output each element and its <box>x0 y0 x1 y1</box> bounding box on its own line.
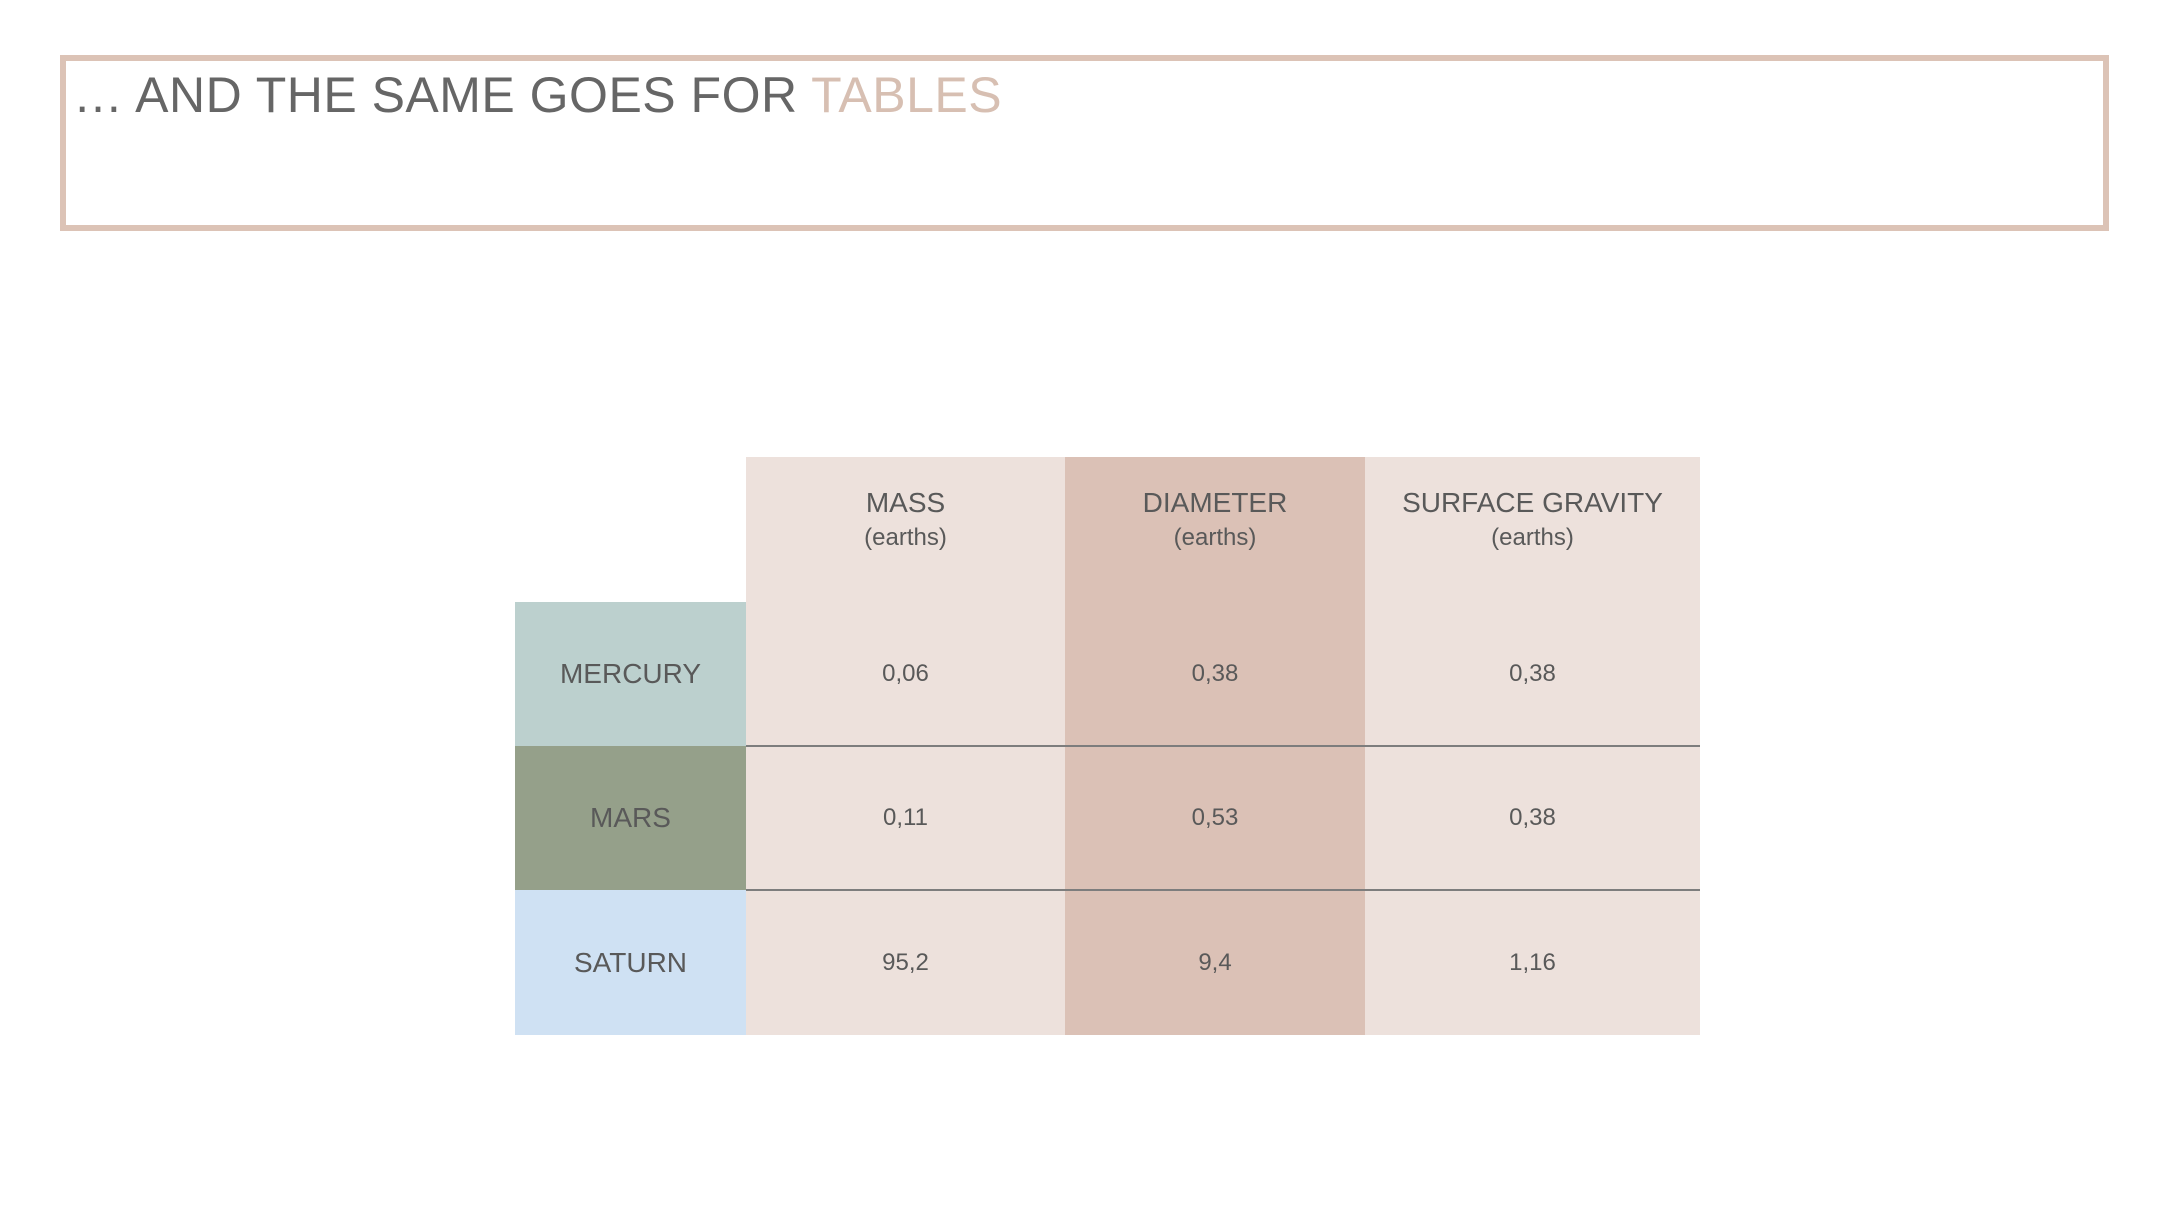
column-header-unit: (earths) <box>864 524 947 551</box>
column-header-surface-gravity: SURFACE GRAVITY (earths) <box>1365 457 1700 602</box>
row-label-mercury: MERCURY <box>515 602 746 746</box>
column-header-label: SURFACE GRAVITY <box>1402 487 1663 518</box>
title-accent: TABLES <box>811 67 1003 123</box>
table-cell: 0,53 <box>1065 746 1365 890</box>
slide-title: … AND THE SAME GOES FOR TABLES <box>73 66 1002 124</box>
table-cell: 0,38 <box>1365 602 1700 746</box>
table-cell: 95,2 <box>746 890 1065 1035</box>
row-divider <box>746 745 1700 747</box>
column-header-mass: MASS (earths) <box>746 457 1065 602</box>
table-cell: 0,06 <box>746 602 1065 746</box>
table-cell: 0,38 <box>1065 602 1365 746</box>
column-header-unit: (earths) <box>1491 524 1574 551</box>
row-divider <box>746 889 1700 891</box>
column-header-label: MASS <box>865 487 946 518</box>
row-label-saturn: SATURN <box>515 890 746 1035</box>
column-header-label: DIAMETER <box>1142 487 1288 518</box>
column-header-diameter: DIAMETER (earths) <box>1065 457 1365 602</box>
title-prefix: … AND THE SAME GOES FOR <box>73 67 812 123</box>
title-frame <box>60 55 2109 231</box>
table-cell: 0,38 <box>1365 746 1700 890</box>
table-cell: 0,11 <box>746 746 1065 890</box>
column-header-unit: (earths) <box>1173 524 1257 551</box>
table-cell: 9,4 <box>1065 890 1365 1035</box>
row-label-mars: MARS <box>515 746 746 890</box>
table-cell: 1,16 <box>1365 890 1700 1035</box>
